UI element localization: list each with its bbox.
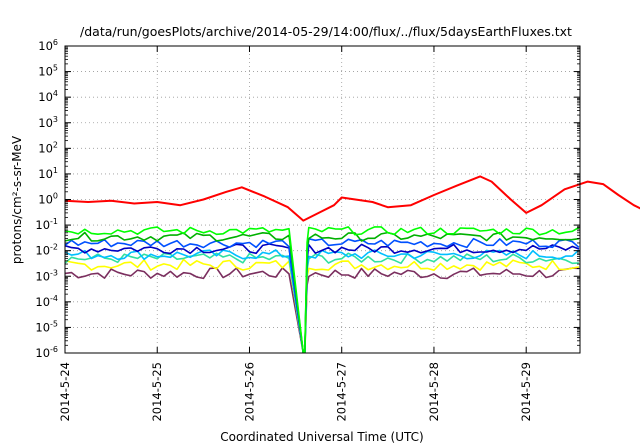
y-tick-label: 100 — [38, 192, 58, 207]
flux-series-line — [64, 252, 305, 354]
y-tick-label: 103 — [38, 115, 58, 130]
y-tick-label: 104 — [38, 89, 58, 104]
flux-series-line — [64, 258, 305, 354]
y-tick-label: 105 — [38, 64, 58, 79]
flux-series-line — [64, 243, 305, 354]
y-axis-label: protons/cm²-s-sr-MeV — [10, 135, 24, 264]
x-tick-label: 2014-5-28 — [427, 362, 441, 422]
flux-series-line — [304, 231, 580, 354]
x-tick-label: 2014-5-27 — [335, 362, 349, 422]
flux-series-line — [64, 238, 305, 354]
flux-series-line — [304, 226, 580, 354]
x-tick-label: 2014-5-26 — [242, 362, 256, 422]
x-tick-label: 2014-5-24 — [58, 362, 72, 422]
flux-series-line — [304, 259, 580, 354]
x-axis-label: Coordinated Universal Time (UTC) — [220, 430, 423, 444]
y-tick-label: 10-4 — [35, 294, 58, 309]
flux-series-line — [64, 226, 305, 354]
flux-series-line — [304, 243, 580, 354]
flux-series-line — [304, 249, 580, 354]
x-tick-label: 2014-5-25 — [150, 362, 164, 422]
flux-series-line — [304, 252, 579, 354]
y-tick-label: 10-6 — [35, 345, 58, 360]
y-tick-label: 10-1 — [35, 217, 58, 232]
y-tick-label: 10-2 — [35, 243, 58, 258]
y-tick-label: 106 — [38, 38, 58, 53]
flux-series-line — [304, 267, 579, 354]
chart-title: /data/run/goesPlots/archive/2014-05-29/1… — [80, 24, 572, 39]
flux-series-line — [64, 175, 640, 222]
y-tick-label: 10-3 — [35, 268, 58, 283]
flux-series-line — [64, 267, 305, 354]
grid-lines — [65, 46, 580, 353]
y-axis-ticks: 10-6 10-5 10-4 10-3 10-2 10-1 100 101 102 103 104 1… — [35, 38, 580, 360]
x-axis-ticks: 2014-5-24 2014-5-25 2014-5-26 2014-5-27 2014… — [58, 46, 533, 422]
plot-series — [64, 175, 640, 354]
flux-series-line — [304, 237, 580, 354]
flux-series-line — [64, 231, 305, 354]
y-tick-label: 10-5 — [35, 319, 58, 334]
flux-series-line — [64, 249, 305, 354]
plot-frame — [64, 45, 581, 354]
y-tick-label: 101 — [38, 166, 58, 181]
y-tick-label: 102 — [38, 140, 58, 155]
x-tick-label: 2014-5-29 — [519, 362, 533, 422]
